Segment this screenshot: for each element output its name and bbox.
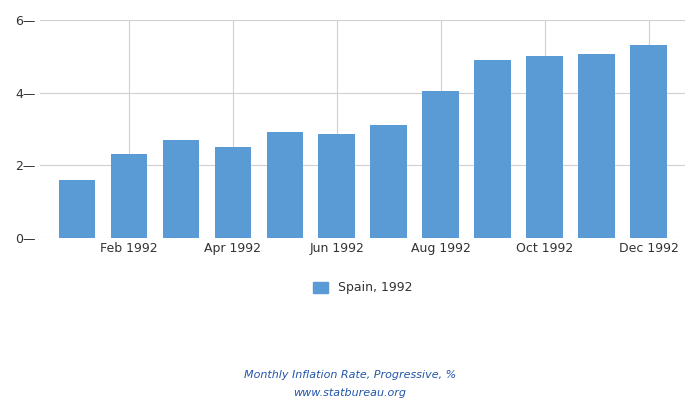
Bar [631, 45, 667, 238]
Bar [578, 54, 615, 238]
Text: Monthly Inflation Rate, Progressive, %: Monthly Inflation Rate, Progressive, % [244, 370, 456, 380]
Bar [318, 134, 355, 238]
Text: www.statbureau.org: www.statbureau.org [293, 388, 407, 398]
Bar [111, 154, 147, 238]
Legend: Spain, 1992: Spain, 1992 [308, 276, 417, 300]
Bar [59, 180, 95, 238]
Bar [162, 140, 199, 238]
Bar [526, 56, 563, 238]
Bar [370, 125, 407, 238]
Bar [475, 60, 511, 238]
Bar [423, 91, 459, 238]
Bar [267, 132, 303, 238]
Bar [214, 147, 251, 238]
